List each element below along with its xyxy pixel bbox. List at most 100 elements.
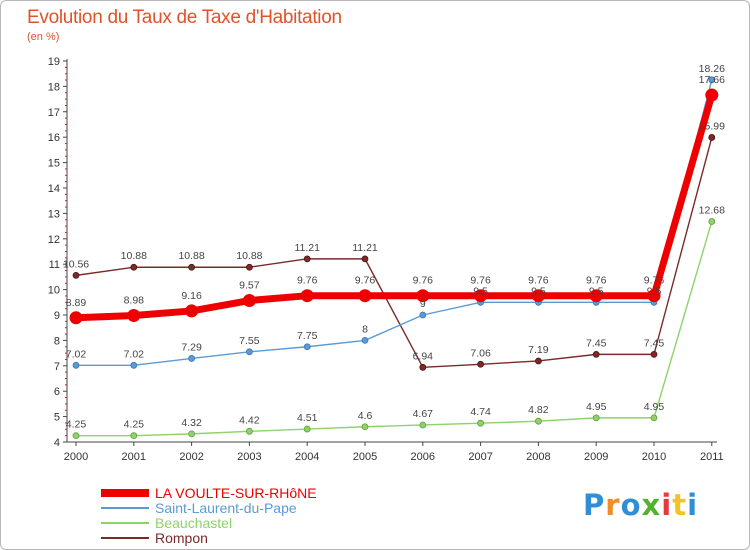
data-point (535, 357, 542, 365)
data-label: 9.5 (531, 285, 546, 297)
data-point (72, 432, 80, 440)
data-label: 9.57 (239, 280, 260, 292)
data-point (185, 304, 199, 318)
data-point (358, 289, 372, 303)
y-tick-label: 14 (48, 183, 60, 195)
data-label: 9.16 (181, 290, 202, 302)
x-tick-label: 2009 (584, 451, 608, 463)
x-tick-label: 2003 (237, 451, 261, 463)
data-point (300, 289, 314, 303)
data-point (245, 263, 253, 271)
data-point (708, 218, 716, 225)
legend-label: Beauchastel (155, 515, 232, 531)
data-label: 10.88 (236, 250, 262, 262)
data-label: 7.45 (644, 337, 665, 349)
data-point (72, 271, 80, 279)
data-label: 10.88 (178, 250, 204, 262)
data-point (130, 361, 138, 369)
data-label: 7.29 (181, 341, 202, 353)
data-label: 9.76 (355, 275, 376, 287)
data-point (647, 289, 661, 303)
data-label: 4.67 (413, 408, 434, 420)
data-label: 9.5 (473, 285, 488, 297)
y-tick-label: 13 (48, 208, 60, 220)
data-point (72, 361, 80, 369)
data-label: 8.98 (124, 295, 145, 307)
data-label: 4.82 (528, 404, 549, 416)
y-tick-label: 17 (48, 107, 60, 119)
data-point (130, 263, 138, 271)
data-point (242, 294, 256, 308)
x-tick-label: 2002 (179, 451, 203, 463)
y-tick-label: 16 (48, 132, 60, 144)
x-tick-label: 2004 (295, 451, 319, 463)
y-tick-label: 11 (49, 259, 60, 271)
series-line-0 (72, 91, 716, 322)
legend-label: Rompon (155, 530, 208, 546)
data-point (650, 414, 658, 422)
data-label: 12.68 (699, 205, 725, 217)
data-label: 7.02 (66, 348, 87, 360)
proxiti-logo: Proxiti (583, 488, 699, 522)
y-tick-label: 9 (54, 310, 60, 322)
data-point (188, 263, 196, 271)
data-label: 8 (362, 323, 368, 335)
data-point (531, 289, 545, 303)
y-tick-label: 5 (54, 412, 60, 424)
data-label: 9 (420, 298, 426, 310)
unit-label: (en %) (27, 31, 60, 43)
y-tick-label: 15 (48, 158, 60, 170)
data-label: 10.56 (63, 258, 89, 270)
series-line-1 (75, 79, 713, 366)
data-point (474, 289, 488, 303)
data-label: 4.32 (181, 417, 202, 429)
data-point (361, 255, 369, 263)
data-point (419, 363, 427, 371)
data-label: 4.6 (358, 410, 373, 422)
series-line-3 (75, 136, 713, 369)
data-point (69, 311, 83, 325)
data-label: 9.76 (586, 275, 607, 287)
data-label: 17.66 (699, 74, 725, 86)
y-tick-label: 19 (48, 56, 60, 68)
data-point (303, 425, 311, 433)
data-label: 4.25 (66, 419, 87, 431)
data-point (477, 419, 485, 427)
data-point (188, 355, 196, 362)
data-label: 4.51 (297, 412, 318, 424)
data-label: 9.5 (647, 285, 662, 297)
x-tick-label: 2008 (526, 451, 550, 463)
data-label: 10.88 (121, 250, 147, 262)
x-tick-label: 2005 (353, 451, 377, 463)
data-label: 9.76 (528, 275, 549, 287)
data-label: 4.74 (470, 406, 491, 418)
data-point (650, 350, 658, 358)
y-tick-label: 4 (54, 437, 60, 449)
data-label: 4.95 (586, 401, 607, 413)
x-tick-label: 2000 (64, 451, 88, 463)
data-label: 15.99 (699, 120, 725, 132)
data-point (303, 343, 311, 351)
x-tick-label: 2011 (700, 451, 724, 463)
data-label: 7.02 (124, 348, 145, 360)
y-tick-label: 7 (54, 361, 60, 373)
data-label: 9.76 (297, 275, 318, 287)
chart-title: Evolution du Taux de Taxe d'Habitation (27, 7, 342, 28)
data-point (705, 88, 719, 102)
data-label: 7.55 (239, 335, 260, 347)
data-label: 11.21 (294, 242, 320, 254)
data-label: 7.75 (297, 330, 318, 342)
legend-label: Saint-Laurent-du-Pape (155, 500, 297, 516)
data-point (708, 134, 716, 141)
data-point (245, 427, 253, 435)
data-label: 4.25 (124, 419, 145, 431)
data-point (361, 336, 369, 344)
x-tick-label: 2010 (642, 451, 666, 463)
y-tick-label: 10 (48, 285, 60, 297)
y-tick-label: 18 (48, 81, 60, 93)
data-label: 4.42 (239, 414, 260, 426)
data-point (127, 309, 141, 323)
y-tick-label: 8 (54, 335, 60, 347)
data-point (416, 289, 430, 303)
